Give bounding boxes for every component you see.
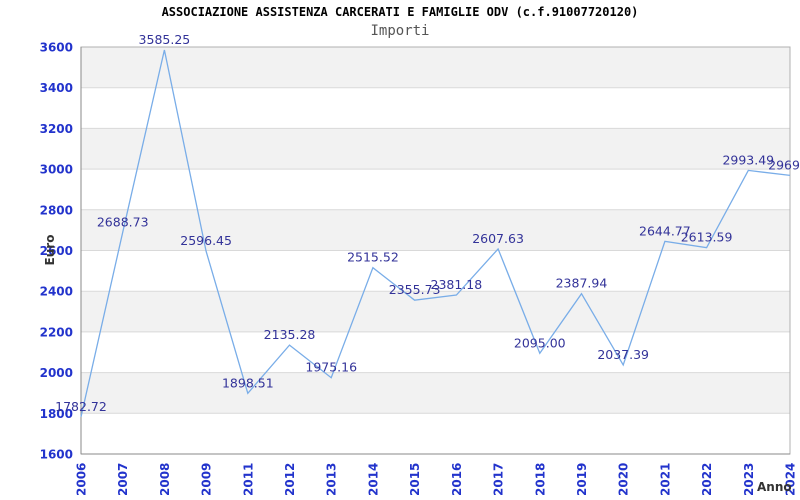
data-point-label: 1782.72 xyxy=(55,399,107,414)
data-point-label: 2515.52 xyxy=(347,250,399,265)
x-tick-label: 2015 xyxy=(408,463,422,496)
plot-band xyxy=(81,169,790,210)
data-point-label: 2607.63 xyxy=(472,231,524,246)
y-tick-label: 2800 xyxy=(40,203,73,217)
x-tick-label: 2020 xyxy=(617,463,631,496)
data-point-label: 2135.28 xyxy=(264,327,316,342)
x-tick-label: 2013 xyxy=(325,463,339,496)
x-tick-label: 2018 xyxy=(533,463,547,496)
x-tick-label: 2009 xyxy=(200,463,214,496)
data-point-label: 2355.73 xyxy=(389,282,441,297)
plot-band xyxy=(81,413,790,454)
y-tick-label: 2600 xyxy=(40,244,73,258)
y-tick-label: 2200 xyxy=(40,325,73,339)
y-axis-title: Euro xyxy=(43,234,57,266)
data-point-label: 1898.51 xyxy=(222,375,274,390)
x-tick-label: 2006 xyxy=(75,463,89,496)
data-point-label: 2688.73 xyxy=(97,214,149,229)
data-point-label: 2613.59 xyxy=(681,230,733,245)
plot-band xyxy=(81,128,790,170)
y-tick-label: 3400 xyxy=(40,81,73,95)
data-point-label: 3585.25 xyxy=(139,32,191,47)
x-tick-label: 2007 xyxy=(116,463,130,496)
plot-band xyxy=(81,250,790,292)
y-tick-label: 1800 xyxy=(40,407,73,421)
x-tick-label: 2012 xyxy=(283,463,297,496)
x-tick-label: 2017 xyxy=(492,463,506,496)
x-tick-label: 2023 xyxy=(742,463,756,496)
x-tick-label: 2019 xyxy=(575,463,589,496)
data-point-label: 2381.18 xyxy=(431,277,483,292)
data-point-label: 2644.77 xyxy=(639,223,691,238)
data-point-label: 2969.1 xyxy=(768,157,800,172)
data-point-label: 2037.39 xyxy=(597,347,649,362)
y-tick-label: 3600 xyxy=(40,41,73,55)
y-tick-label: 2000 xyxy=(40,366,73,380)
plot-band xyxy=(81,87,790,129)
data-point-label: 2387.94 xyxy=(556,276,608,291)
data-point-label: 2596.45 xyxy=(180,233,232,248)
y-tick-label: 3200 xyxy=(40,122,73,136)
y-tick-label: 3000 xyxy=(40,163,73,177)
data-point-label: 2095.00 xyxy=(514,335,566,350)
x-tick-label: 2021 xyxy=(658,463,672,496)
x-tick-label: 2011 xyxy=(241,463,255,496)
x-axis-title: Anno xyxy=(757,480,792,494)
data-line xyxy=(80,49,791,417)
plot-band xyxy=(81,47,790,88)
plot-band xyxy=(81,331,790,373)
x-tick-label: 2008 xyxy=(158,463,172,496)
chart-title: ASSOCIAZIONE ASSISTENZA CARCERATI E FAMI… xyxy=(161,5,639,19)
x-tick-label: 2022 xyxy=(700,463,714,496)
data-point-label: 2993.49 xyxy=(722,152,774,167)
y-tick-label: 2400 xyxy=(40,285,73,299)
plot-band xyxy=(81,372,790,414)
x-tick-label: 2024 xyxy=(784,463,798,496)
chart-subtitle: Importi xyxy=(370,23,430,39)
data-point-label: 1975.16 xyxy=(305,360,357,375)
y-tick-label: 1600 xyxy=(40,448,73,462)
x-tick-label: 2014 xyxy=(366,463,380,496)
x-tick-label: 2016 xyxy=(450,463,464,496)
